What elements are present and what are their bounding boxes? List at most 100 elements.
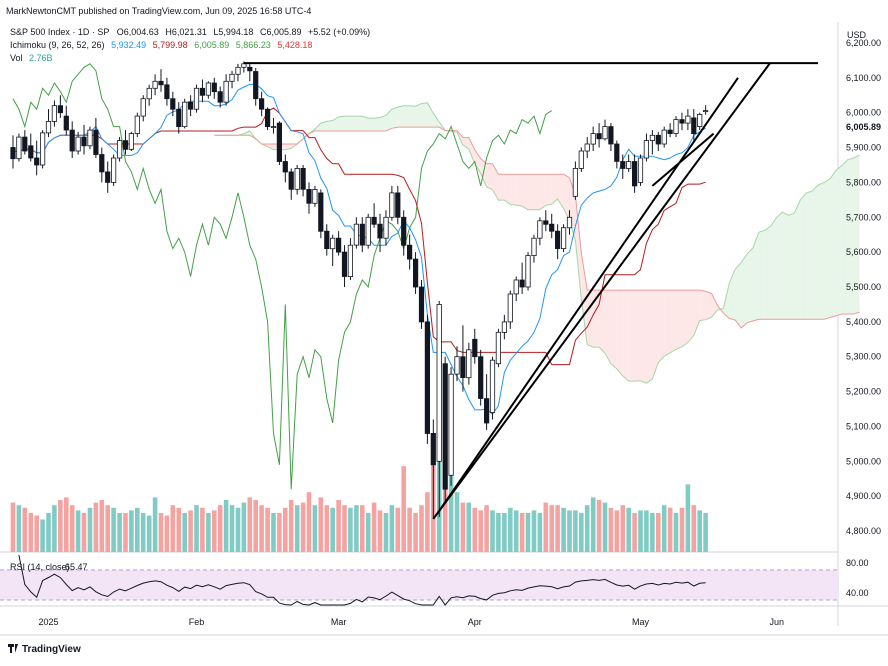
volume-bar [407,507,412,552]
volume-bar [525,513,531,552]
cloud-segment [338,116,345,131]
chikou-span [12,63,552,490]
candle-body [300,167,306,190]
candle-body [377,223,383,239]
volume-bar [608,507,614,552]
volume-bar [673,513,679,552]
cloud-segment [847,158,854,314]
volume-bar [561,507,566,552]
candle-body [247,66,253,72]
volume-bar [265,507,270,552]
volume-bar [460,502,466,552]
cloud-segment [332,117,339,131]
volume-bar [22,507,28,552]
volume-bar [537,513,543,552]
cloud-segment [622,290,629,382]
volume-bar [217,505,223,552]
volume-bar [28,513,34,552]
candle-body [401,216,407,246]
volume-bar [419,505,424,552]
ohlc-close-value: 6,005.89 [266,27,301,37]
volume-bar [549,505,554,552]
candle-body [75,136,81,152]
volume-bar [212,510,217,552]
volume-bar [685,484,691,552]
candle-body [176,108,182,127]
cloud-segment [616,290,623,376]
cloud-segment [841,159,848,314]
cloud-segment [581,252,588,345]
candle-body [158,80,164,86]
cloud-segment [806,191,813,320]
candle-body [614,143,620,162]
rsi-pane: RSI (14, close) 65.47 80.00 40.00 [0,554,869,606]
candle-body [697,114,703,128]
cloud-segment [593,290,600,348]
candle-body [632,161,638,187]
volume-bar [99,500,105,552]
candle-body [282,161,288,173]
ohlc-open-value: 6,004.63 [124,27,159,37]
volume-bar [348,507,353,552]
candle-body [235,66,241,75]
cloud-segment [421,102,428,128]
time-tick-label: Jun [769,617,784,627]
volume-bar [170,505,176,552]
volume-bar [58,500,63,552]
currency-label: USD [847,30,867,40]
ohlc-close-label: C [260,27,267,37]
cloud-segment [267,144,274,150]
candle-body [679,119,685,124]
time-tick-label: Apr [468,617,482,627]
volume-bar [579,513,584,552]
candle-body [489,359,496,413]
cloud-segment [735,262,742,328]
cloud-segment [397,105,404,128]
candle-body [276,122,283,162]
candle-body [306,188,312,204]
candle-body [685,115,691,124]
volume-bar [253,500,258,552]
candle-body [128,133,134,150]
cloud-segment [433,113,440,128]
senkou-span-b [214,126,860,329]
volume-bar [223,500,229,552]
price-tick-label: 5,100.00 [846,422,881,432]
candle-body [620,161,626,169]
legend-ichimoku-row: Ichimoku (9, 26, 52, 26) 5,932.49 5,799.… [10,40,312,50]
cloud-segment [557,174,564,209]
volume-bar [496,513,501,552]
volume-bar [466,502,472,552]
ohlc-high-value: 6,021.31 [172,27,207,37]
ichimoku-span-b-value: 5,428.18 [277,40,312,50]
cloud-segment [403,105,410,128]
cloud-segment [705,291,712,320]
candle-body [93,129,99,155]
cloud-segment [634,290,641,382]
volume-bar [312,505,318,552]
price-tick-label: 4,900.00 [846,491,881,501]
cloud-segment [758,230,765,320]
price-axis[interactable]: 6,200.00 6,100.00 6,000.00 5,900.00 5,800.00… [846,38,881,536]
cloud-segment [764,226,771,320]
last-price-tag: 6,005.89 [839,119,884,133]
cloud-segment [794,199,801,320]
volume-bar [176,507,182,552]
candle-body [590,133,596,145]
candle-body [525,255,531,288]
cloud-segment [486,163,493,190]
ichimoku-chikou-value: 6,005.89 [194,40,229,50]
candle-body [264,108,271,127]
candle-body [584,143,590,152]
candle-body [513,279,519,295]
candle-body [170,98,176,110]
volume-bar [448,471,454,552]
candle-body [330,237,336,250]
cloud-segment [853,155,860,314]
volume-bar [336,500,341,552]
time-axis[interactable]: 2025FebMarAprMayJunJul [38,617,888,627]
support-trendline [432,62,771,520]
candle-body [122,140,129,150]
drawn-trendlines[interactable] [243,62,818,520]
